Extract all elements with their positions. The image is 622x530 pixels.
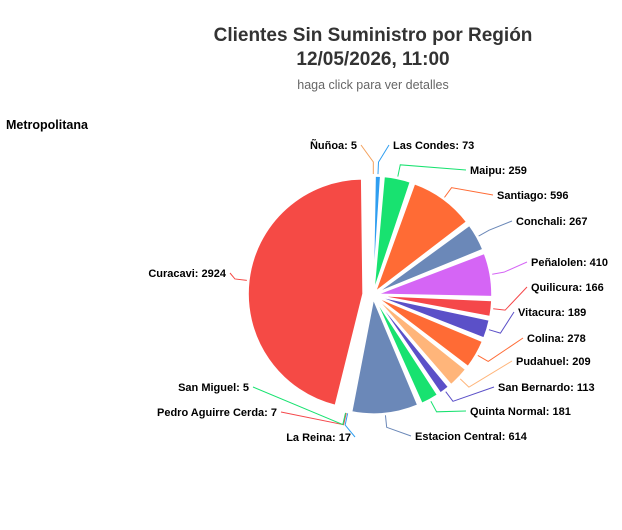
- data-label-la-reina[interactable]: La Reina: 17: [286, 432, 351, 444]
- pie-slice-penalolen[interactable]: [376, 252, 493, 298]
- pie-slice-colina[interactable]: [376, 296, 484, 368]
- connector-nunoa: [360, 144, 374, 175]
- pie-slice-conchali[interactable]: [376, 224, 484, 294]
- data-label-estacion-central[interactable]: Estacion Central: 614: [415, 431, 528, 443]
- connector-estacion-central: [384, 415, 412, 437]
- pie-slice-las-condes[interactable]: [372, 175, 382, 292]
- data-label-penalolen[interactable]: Peñalolen: 410: [531, 257, 608, 269]
- data-label-curacavi[interactable]: Curacavi: 2924: [148, 268, 227, 280]
- connector-la-reina: [344, 413, 356, 438]
- data-label-vitacura[interactable]: Vitacura: 189: [518, 307, 586, 319]
- data-label-san-bernardo[interactable]: San Bernardo: 113: [498, 382, 595, 394]
- data-label-santiago[interactable]: Santiago: 596: [497, 190, 569, 202]
- connector-quinta-normal: [430, 401, 467, 413]
- connector-colina: [477, 337, 524, 363]
- chart-title-line-1: Clientes Sin Suministro por Región: [213, 25, 533, 46]
- chart-title-line-2: 12/05/2026, 11:00: [296, 49, 450, 70]
- connector-las-condes: [377, 144, 390, 175]
- pie-slice-estacion-central[interactable]: [350, 296, 419, 415]
- pie-slice-santiago[interactable]: [373, 182, 468, 294]
- pie-slice-quinta-normal[interactable]: [374, 298, 439, 405]
- connector-pedro-aguirre-cerda: [280, 411, 347, 426]
- connector-quilicura: [493, 286, 528, 311]
- data-label-san-miguel[interactable]: San Miguel: 5: [178, 382, 249, 394]
- connector-maipu: [397, 164, 467, 177]
- chart-subtitle: haga click para ver detalles: [297, 78, 449, 92]
- data-label-maipu[interactable]: Maipu: 259: [470, 165, 527, 177]
- pie-slice-san-miguel[interactable]: [344, 298, 373, 412]
- connector-santiago: [444, 187, 494, 198]
- connector-vitacura: [488, 311, 515, 334]
- connector-penalolen: [492, 261, 528, 275]
- pie-slice-curacavi[interactable]: [247, 178, 364, 407]
- chart-title: Clientes Sin Suministro por Región 12/05…: [62, 24, 622, 72]
- connector-san-miguel: [252, 386, 347, 426]
- connector-curacavi: [229, 272, 247, 281]
- data-label-las-condes[interactable]: Las Condes: 73: [393, 140, 474, 152]
- connector-pudahuel: [459, 360, 513, 388]
- data-label-nunoa[interactable]: Ñuñoa: 5: [310, 139, 357, 152]
- region-label: Metropolitana: [6, 118, 88, 132]
- connector-san-bernardo: [445, 386, 495, 402]
- pie-slice-quilicura[interactable]: [376, 294, 493, 318]
- data-label-pedro-aguirre-cerda[interactable]: Pedro Aguirre Cerda: 7: [157, 407, 277, 419]
- data-label-conchali[interactable]: Conchali: 267: [516, 216, 588, 228]
- connector-conchali: [478, 220, 513, 237]
- pie-slice-vitacura[interactable]: [376, 295, 491, 340]
- pie-slice-maipu[interactable]: [373, 175, 412, 292]
- data-label-quilicura[interactable]: Quilicura: 166: [531, 282, 604, 294]
- pie-slice-pudahuel[interactable]: [375, 297, 467, 386]
- data-label-colina[interactable]: Colina: 278: [527, 333, 586, 345]
- data-label-pudahuel[interactable]: Pudahuel: 209: [516, 356, 591, 368]
- pie-slice-san-bernardo[interactable]: [374, 297, 450, 395]
- data-label-quinta-normal[interactable]: Quinta Normal: 181: [470, 406, 571, 418]
